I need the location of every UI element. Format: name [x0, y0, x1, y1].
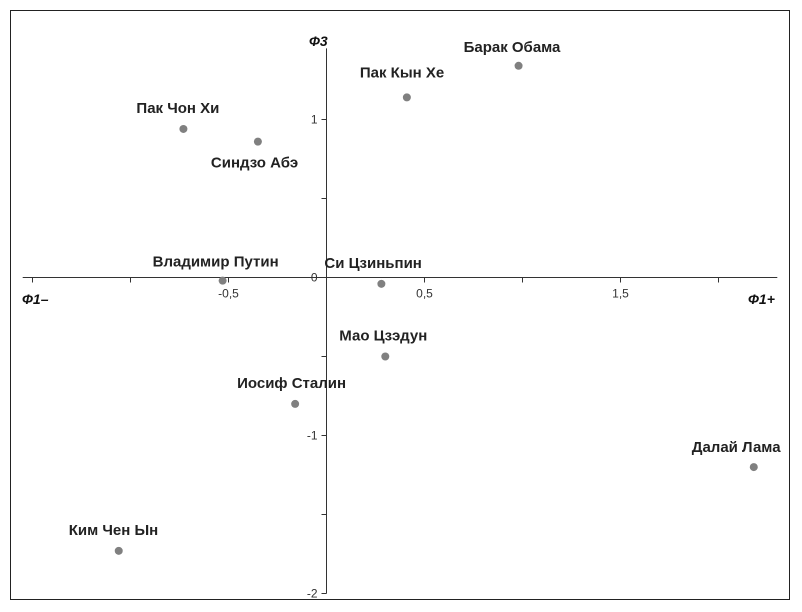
data-point-label: Далай Лама — [692, 439, 781, 456]
data-point-label: Барак Обама — [464, 39, 561, 56]
data-point-label: Си Цзиньпин — [324, 255, 421, 272]
axis-ticks — [32, 119, 719, 594]
data-point — [114, 546, 123, 555]
data-point-label: Пак Чон Хи — [136, 100, 219, 117]
data-point — [402, 93, 411, 102]
x-axis-negative-label: Ф1– — [22, 291, 49, 307]
x-tick-label: 0,5 — [416, 287, 433, 301]
y-tick-label: 1 — [311, 113, 318, 127]
y-tick-label: 0 — [311, 271, 318, 285]
data-point-label: Иосиф Сталин — [237, 375, 346, 392]
data-points — [114, 61, 758, 555]
data-point — [514, 61, 523, 70]
data-point-labels: Барак Обама Пак Кын Хе Пак Чон Хи Синдзо Аб… — [69, 39, 781, 539]
y-tick-label: -1 — [307, 429, 318, 443]
x-axis-positive-label: Ф1+ — [748, 291, 775, 307]
x-tick-label: -0,5 — [218, 287, 239, 301]
y-tick-label: -2 — [307, 587, 318, 601]
data-point-label: Мао Цзэдун — [339, 328, 427, 345]
y-axis-label: Ф3 — [309, 33, 328, 49]
data-point — [291, 399, 300, 408]
data-point-label: Ким Чен Ын — [69, 522, 158, 539]
data-point — [749, 463, 758, 472]
chart-frame — [10, 10, 790, 600]
data-point — [179, 124, 188, 133]
axis-tick-labels: -0,5 0,5 1,5 1 0 -1 -2 — [218, 113, 629, 601]
data-point — [381, 352, 390, 361]
data-point — [377, 279, 386, 288]
data-point-label: Синдзо Абэ — [211, 155, 298, 172]
data-point-label: Пак Кын Хе — [360, 64, 444, 81]
data-point-label: Владимир Путин — [153, 254, 279, 271]
data-point — [218, 276, 227, 285]
x-tick-label: 1,5 — [612, 287, 629, 301]
data-point — [253, 137, 262, 146]
